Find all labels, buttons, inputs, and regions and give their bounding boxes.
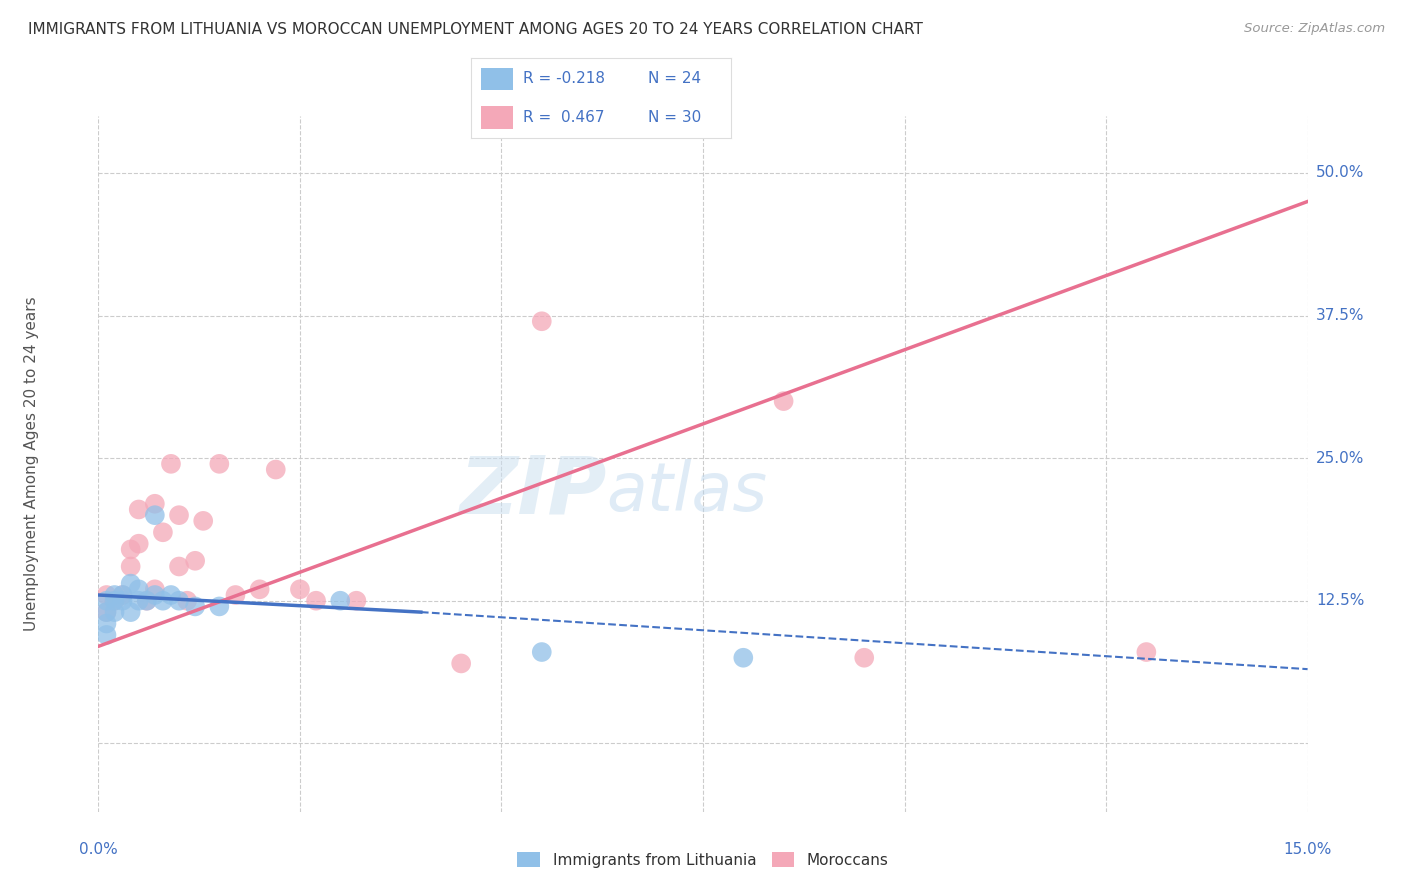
Point (224, 588, 246, 602)
Legend: Immigrants from Lithuania, Moroccans: Immigrants from Lithuania, Moroccans (512, 846, 894, 873)
Point (120, 576, 142, 591)
Point (733, 650, 755, 665)
Point (208, 599, 231, 614)
Point (167, 559, 190, 574)
Point (128, 582, 150, 597)
Point (329, 593, 352, 607)
Text: ZIP: ZIP (458, 452, 606, 531)
Point (344, 593, 367, 607)
Point (152, 593, 174, 607)
Point (96, 628, 118, 642)
Point (853, 650, 876, 665)
Text: 12.5%: 12.5% (1316, 593, 1364, 608)
Point (103, 593, 125, 607)
Point (160, 457, 183, 471)
Point (128, 502, 150, 516)
Text: 15.0%: 15.0% (1284, 842, 1331, 857)
Point (249, 582, 271, 597)
Point (135, 593, 157, 607)
Point (1135, 645, 1157, 659)
Point (160, 588, 183, 602)
Point (96, 605, 118, 619)
Point (103, 588, 125, 602)
Point (288, 582, 311, 597)
Text: N = 24: N = 24 (648, 71, 702, 86)
Bar (481, 106, 513, 128)
Point (208, 457, 231, 471)
Text: atlas: atlas (606, 458, 768, 524)
Point (184, 599, 207, 614)
Point (103, 605, 125, 619)
Point (772, 394, 794, 409)
Point (193, 514, 215, 528)
Point (120, 542, 142, 557)
Point (152, 525, 174, 540)
Text: Source: ZipAtlas.com: Source: ZipAtlas.com (1244, 22, 1385, 36)
Point (176, 593, 198, 607)
Point (135, 593, 157, 607)
Point (96, 605, 118, 619)
Point (530, 645, 553, 659)
Text: 37.5%: 37.5% (1316, 308, 1364, 323)
Point (167, 593, 190, 607)
Text: 25.0%: 25.0% (1316, 450, 1364, 466)
Point (530, 314, 553, 328)
Bar (481, 68, 513, 90)
Text: IMMIGRANTS FROM LITHUANIA VS MOROCCAN UNEMPLOYMENT AMONG AGES 20 TO 24 YEARS COR: IMMIGRANTS FROM LITHUANIA VS MOROCCAN UN… (28, 22, 922, 37)
Point (143, 497, 166, 511)
Text: N = 30: N = 30 (648, 110, 702, 125)
Text: Unemployment Among Ages 20 to 24 years: Unemployment Among Ages 20 to 24 years (24, 296, 39, 632)
Point (264, 462, 287, 476)
Point (96, 588, 118, 602)
Point (120, 559, 142, 574)
Point (143, 588, 166, 602)
Point (120, 605, 142, 619)
Point (143, 582, 166, 597)
Point (103, 593, 125, 607)
Point (143, 508, 166, 523)
Point (305, 593, 328, 607)
Point (96, 593, 118, 607)
Point (128, 537, 150, 551)
Point (111, 593, 134, 607)
Point (111, 588, 134, 602)
Text: 0.0%: 0.0% (79, 842, 118, 857)
Text: 50.0%: 50.0% (1316, 166, 1364, 180)
Point (128, 593, 150, 607)
Point (167, 508, 190, 523)
Text: R = -0.218: R = -0.218 (523, 71, 605, 86)
Point (96, 616, 118, 631)
Text: R =  0.467: R = 0.467 (523, 110, 605, 125)
Point (450, 657, 472, 671)
Point (184, 554, 207, 568)
Point (111, 588, 134, 602)
